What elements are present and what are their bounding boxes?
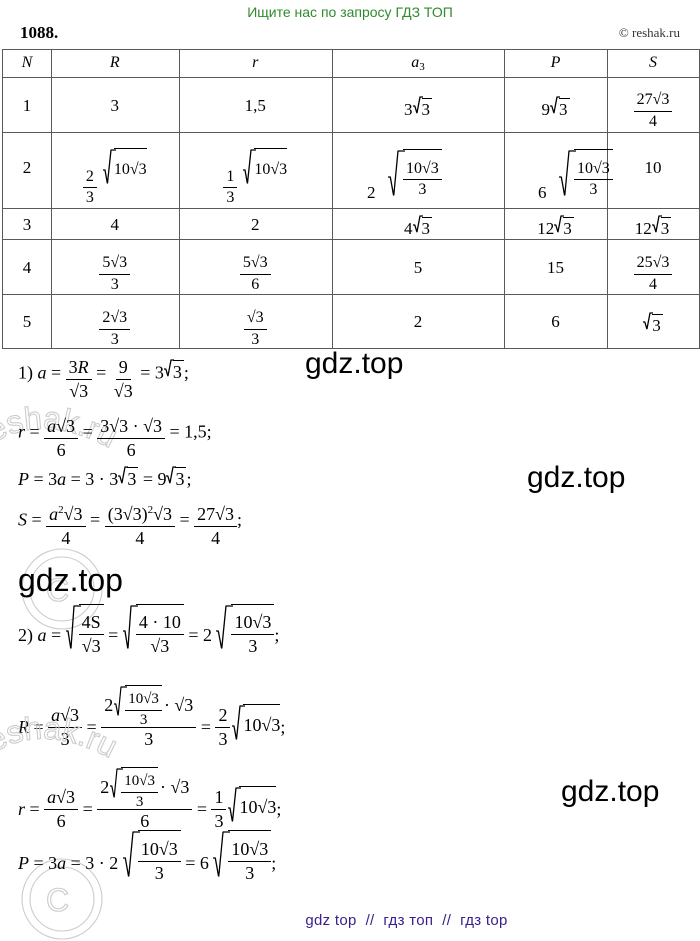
svg-text:C: C <box>46 882 69 918</box>
svg-text:reshak.ru: reshak.ru <box>0 710 123 765</box>
